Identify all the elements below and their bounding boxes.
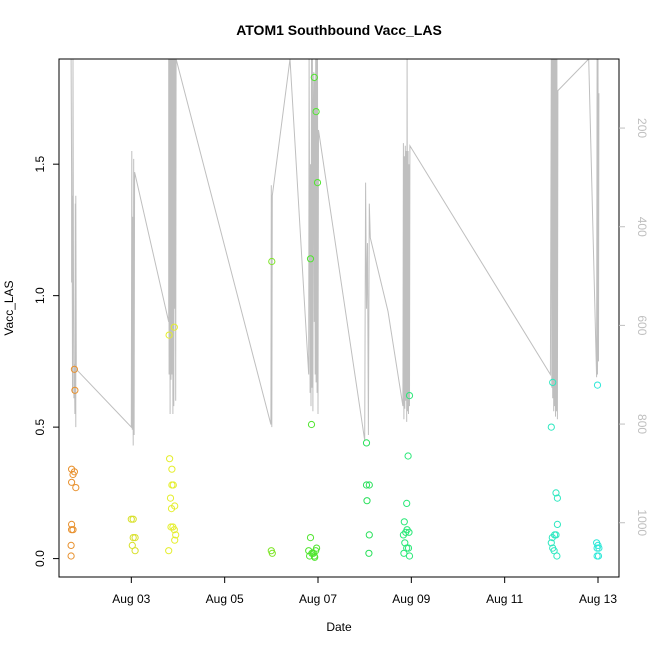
data-point: [553, 520, 562, 529]
data-point: [404, 452, 412, 460]
data-point: [166, 494, 175, 502]
data-point: [170, 323, 178, 331]
data-point: [69, 526, 77, 534]
y-tick-label: 1.5: [33, 156, 47, 173]
data-point: [593, 381, 602, 389]
data-point: [363, 497, 371, 505]
data-point: [405, 392, 414, 400]
data-point: [553, 552, 561, 560]
data-point: [131, 547, 139, 555]
data-point: [268, 549, 276, 557]
data-point: [405, 528, 413, 536]
data-point: [131, 534, 139, 542]
data-point: [307, 420, 316, 429]
data-point: [365, 549, 373, 557]
data-point: [168, 465, 176, 473]
x-tick-label: Aug 03: [112, 592, 150, 606]
data-point: [594, 552, 603, 560]
data-point: [400, 549, 408, 557]
y-tick-label: 1.0: [33, 287, 47, 304]
data-point: [405, 552, 414, 560]
data-point: [165, 547, 173, 555]
secondary-tick-label: 200: [635, 118, 649, 138]
data-point: [595, 544, 603, 552]
data-point: [172, 531, 180, 539]
y-axis-label: Vacc_LAS: [2, 280, 16, 335]
data-point: [306, 255, 315, 263]
data-point: [313, 179, 322, 187]
data-point: [548, 534, 556, 542]
data-point: [129, 534, 137, 542]
data-point: [68, 478, 76, 486]
data-point: [67, 541, 75, 550]
data-point: [171, 536, 179, 544]
chart-title: ATOM1 Southbound Vacc_LAS: [236, 22, 442, 38]
y-tick-label: 0.5: [33, 418, 47, 435]
data-point: [547, 539, 555, 547]
data-point: [70, 468, 79, 476]
data-point: [127, 515, 135, 523]
x-axis-label: Date: [326, 620, 352, 634]
data-point: [365, 531, 373, 539]
plot-area: 0.0 0.5 1.0 1.5 Aug 03 Aug 05 Aug 07 Aug 09 Aug …: [33, 58, 649, 606]
data-point: [553, 494, 562, 502]
data-point: [404, 544, 413, 552]
data-point: [403, 499, 411, 507]
data-point: [362, 481, 371, 489]
data-point: [71, 386, 79, 394]
secondary-tick-label: 400: [635, 217, 649, 237]
data-point: [72, 484, 80, 492]
plot-frame: [58, 58, 620, 578]
data-point: [68, 520, 76, 529]
x-tick-label: Aug 05: [206, 592, 244, 606]
data-point: [129, 515, 137, 523]
secondary-tick-label: 1000: [635, 509, 649, 536]
x-tick-label: Aug 07: [299, 592, 337, 606]
data-point: [70, 365, 79, 373]
data-point: [165, 331, 173, 339]
data-point: [365, 481, 373, 489]
x-tick-label: Aug 11: [486, 592, 523, 606]
data-point: [313, 544, 321, 552]
data-point: [268, 257, 276, 266]
data-point: [311, 553, 319, 561]
x-tick-label: Aug 13: [579, 592, 617, 606]
data-point: [547, 423, 555, 431]
secondary-series-line: [70, 59, 600, 446]
secondary-tick-label: 800: [635, 414, 649, 434]
data-point: [169, 481, 177, 489]
data-point: [167, 505, 176, 513]
data-point: [306, 552, 314, 560]
data-point: [170, 526, 178, 534]
data-point: [67, 552, 75, 560]
data-point: [549, 378, 557, 386]
secondary-tick-label: 600: [635, 315, 649, 335]
x-tick-label: Aug 09: [392, 592, 430, 606]
data-point: [310, 73, 318, 82]
data-point: [166, 455, 174, 463]
data-point: [306, 534, 315, 542]
y-tick-label: 0.0: [33, 550, 47, 567]
data-point: [552, 489, 560, 497]
data-point: [400, 518, 408, 526]
data-point: [362, 439, 371, 447]
data-point: [312, 108, 320, 116]
